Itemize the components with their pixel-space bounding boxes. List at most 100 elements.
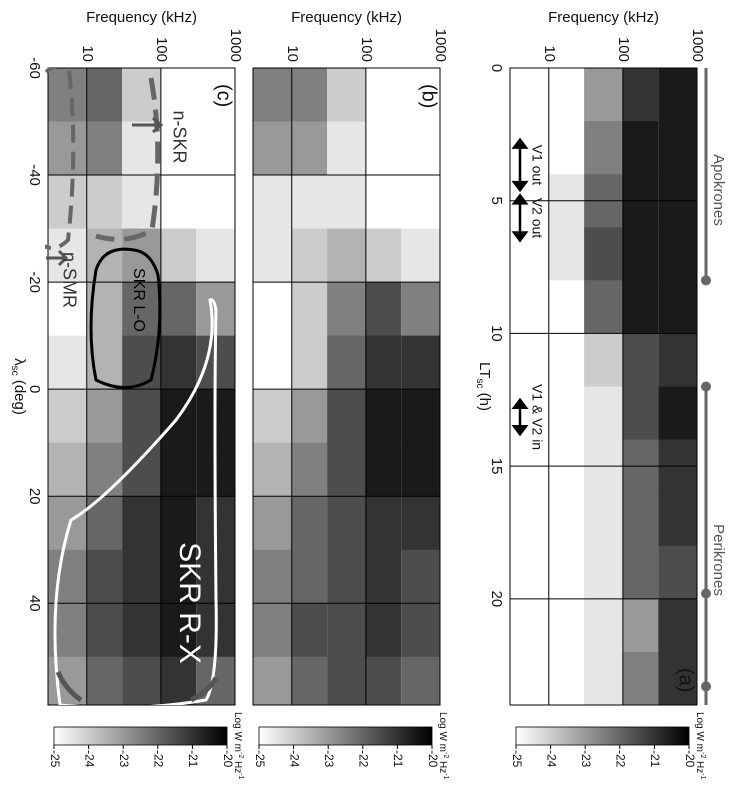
cell (327, 68, 366, 123)
arrow-label: V1 & V2 in (529, 384, 545, 450)
cell (48, 496, 87, 551)
cell (584, 121, 623, 175)
cell (401, 228, 440, 283)
colorbar-tick-label: -25 (253, 750, 267, 768)
cell (622, 651, 659, 705)
cell (622, 333, 659, 387)
cell (327, 175, 366, 230)
cell (291, 121, 328, 176)
cell (622, 68, 659, 122)
cell (291, 549, 328, 604)
y-tick-label: 100 (358, 37, 375, 62)
region-label: n-SMR (59, 252, 79, 308)
cb-sup: -1 (237, 773, 244, 779)
cell (122, 389, 161, 444)
cell (658, 121, 697, 175)
cell (327, 389, 366, 444)
double-arrow (511, 137, 529, 193)
cell (327, 656, 366, 705)
cell (86, 496, 123, 551)
cell (401, 442, 440, 497)
cell (584, 68, 623, 122)
spectrograms (48, 68, 697, 705)
cell (291, 228, 328, 283)
cell (86, 603, 123, 658)
colorbar (53, 726, 228, 746)
x-tick-label: 0 (26, 385, 43, 393)
x-tick-label: -60 (26, 57, 43, 79)
cell (548, 492, 585, 547)
cell (48, 603, 87, 658)
cell (253, 389, 292, 444)
cell (401, 549, 440, 604)
cell (48, 335, 87, 390)
cell (658, 492, 697, 547)
cell (401, 175, 440, 230)
orbit-label: Perikrones (710, 524, 727, 596)
panel-label: (a) (675, 668, 697, 692)
y-tick-label: 10 (79, 45, 96, 62)
panel-frame (252, 67, 441, 706)
x-tick-label: 5 (488, 197, 505, 205)
cell (548, 280, 585, 334)
cell (122, 282, 161, 337)
panel-frame (509, 67, 698, 706)
cell (658, 545, 697, 600)
cell (622, 598, 659, 653)
cb-mid: Hz (694, 758, 705, 773)
cell (86, 282, 123, 337)
cell (658, 68, 697, 122)
arrow-label: V2 out (529, 198, 545, 239)
cb-sup: -2 (237, 752, 244, 758)
cell (327, 603, 366, 658)
cell (584, 227, 623, 281)
y-tick-label: 1000 (227, 29, 244, 62)
cb-sup: -2 (442, 752, 449, 758)
cell (122, 496, 161, 551)
colorbar-tick-label: -23 (579, 750, 593, 768)
cell (253, 496, 292, 551)
cell (365, 549, 402, 604)
cell (253, 442, 292, 497)
cell (401, 656, 440, 705)
cb-mid: Hz (437, 758, 448, 773)
colorbar-tick-label: -22 (152, 750, 166, 768)
cell (327, 496, 366, 551)
cell (327, 282, 366, 337)
colorbar (515, 726, 690, 746)
cell (365, 175, 402, 230)
panel-label: (b) (418, 84, 440, 108)
n-smr-contour (45, 68, 76, 250)
cell (196, 121, 235, 176)
cell (160, 282, 197, 337)
cell (510, 651, 549, 705)
cell (365, 228, 402, 283)
cell (291, 603, 328, 658)
y-tick-label: 10 (284, 45, 301, 62)
rx-edge-mark (55, 670, 83, 703)
region-contours (45, 68, 219, 705)
region-label: SKR R-X (173, 542, 206, 664)
x-label-main: λ (11, 358, 28, 366)
cell (622, 121, 659, 175)
colorbar-tick-label: -21 (186, 750, 200, 768)
region-label: n-SKR (169, 110, 189, 163)
cell (291, 442, 328, 497)
cell (86, 389, 123, 444)
cell (48, 442, 87, 497)
cell (86, 121, 123, 176)
y-axis-label: Frequency (kHz) (86, 9, 197, 26)
x-tick-label: -20 (26, 271, 43, 293)
cell (584, 651, 623, 705)
cell (548, 333, 585, 387)
cell (291, 656, 328, 705)
cell (48, 68, 87, 123)
panel-label: (c) (213, 84, 235, 107)
cell (401, 335, 440, 390)
cb-main: Log W m (232, 712, 243, 752)
cell (548, 68, 585, 122)
cell (48, 282, 87, 337)
cell (253, 656, 292, 705)
cell (401, 68, 440, 123)
x-label-unit: (deg) (11, 376, 28, 415)
